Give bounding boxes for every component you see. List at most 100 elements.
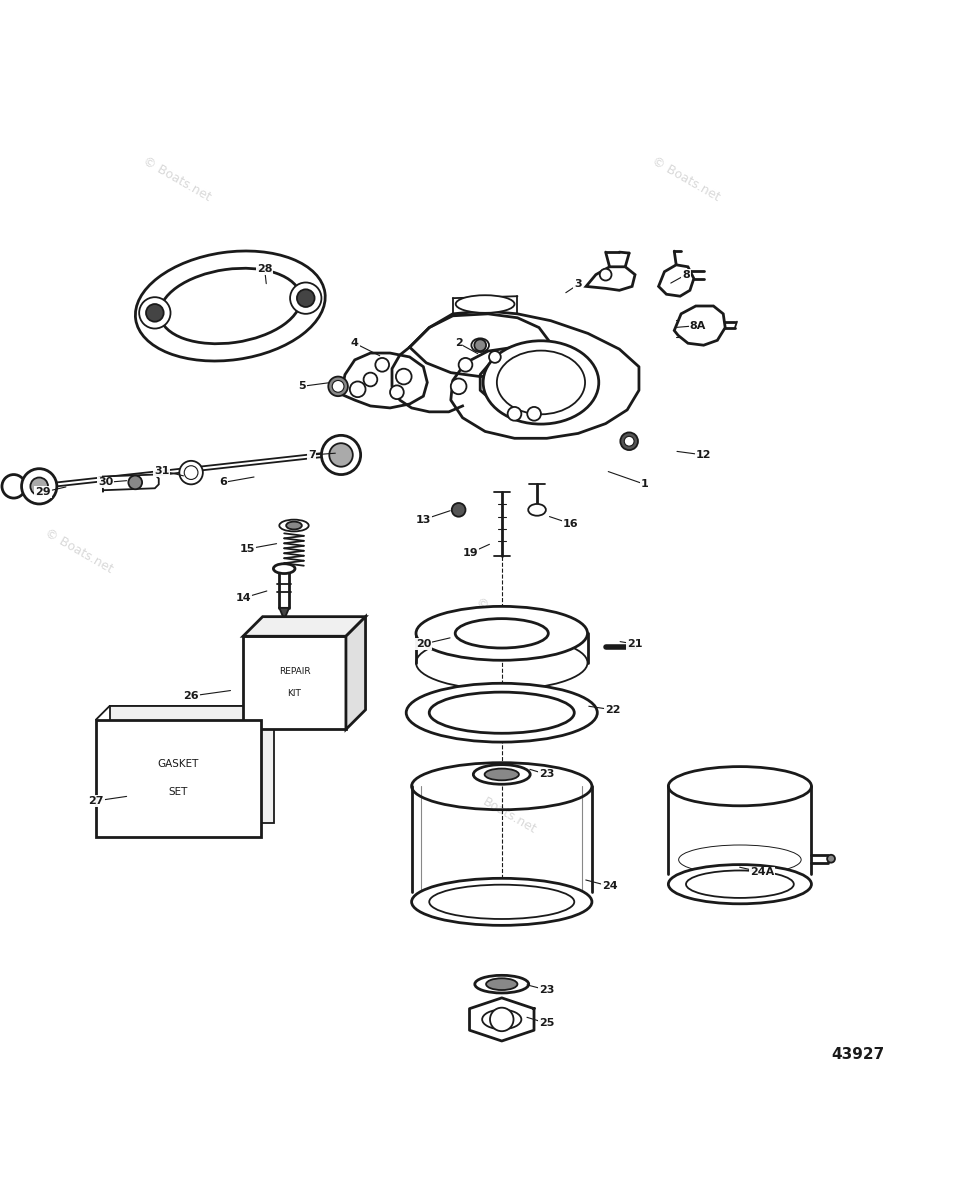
Circle shape [827, 854, 835, 863]
Ellipse shape [429, 692, 574, 733]
Polygon shape [586, 266, 635, 290]
Text: 14: 14 [235, 593, 251, 604]
Circle shape [2, 474, 25, 498]
Circle shape [22, 469, 57, 504]
Circle shape [321, 436, 361, 474]
Ellipse shape [455, 619, 549, 648]
Circle shape [396, 368, 412, 384]
Ellipse shape [273, 564, 295, 574]
Circle shape [600, 269, 612, 281]
Text: 31: 31 [154, 466, 170, 475]
Circle shape [490, 1008, 514, 1031]
Circle shape [364, 373, 377, 386]
Circle shape [508, 407, 521, 421]
Text: © Boats.net: © Boats.net [650, 154, 722, 203]
Text: GASKET: GASKET [158, 760, 199, 769]
Text: Boats.net: Boats.net [480, 796, 539, 836]
Text: 6: 6 [220, 478, 227, 487]
Ellipse shape [483, 341, 599, 424]
Ellipse shape [286, 522, 302, 529]
Ellipse shape [668, 864, 811, 904]
Text: 29: 29 [35, 487, 51, 497]
Text: 16: 16 [563, 518, 578, 528]
Polygon shape [103, 474, 159, 492]
Ellipse shape [429, 884, 574, 919]
Ellipse shape [474, 976, 529, 992]
Ellipse shape [473, 764, 530, 785]
Text: 23: 23 [539, 769, 555, 780]
Text: 23: 23 [539, 985, 555, 995]
Text: 25: 25 [539, 1019, 555, 1028]
Circle shape [30, 478, 48, 496]
Ellipse shape [456, 295, 514, 313]
Text: 7: 7 [308, 450, 316, 460]
Text: 22: 22 [605, 704, 620, 715]
Circle shape [390, 385, 404, 400]
Circle shape [375, 358, 389, 372]
Ellipse shape [160, 269, 301, 343]
Circle shape [297, 289, 315, 307]
Ellipse shape [412, 878, 592, 925]
Text: 8: 8 [682, 270, 690, 280]
Circle shape [620, 432, 638, 450]
Text: SET: SET [169, 787, 188, 798]
Text: 24A: 24A [751, 868, 774, 877]
Polygon shape [659, 265, 694, 296]
Bar [110, 706, 274, 823]
Ellipse shape [486, 978, 517, 990]
Bar [96, 720, 261, 838]
Text: 20: 20 [416, 640, 431, 649]
Text: 8A: 8A [690, 320, 706, 330]
Ellipse shape [528, 504, 546, 516]
Text: 15: 15 [239, 544, 255, 554]
Ellipse shape [416, 606, 587, 660]
Polygon shape [346, 617, 366, 730]
Text: KIT: KIT [287, 690, 302, 698]
Polygon shape [410, 314, 551, 377]
Polygon shape [243, 617, 366, 636]
Text: 3: 3 [574, 280, 582, 289]
Circle shape [139, 298, 171, 329]
Polygon shape [674, 306, 725, 346]
Text: 28: 28 [257, 264, 272, 274]
Text: 19: 19 [463, 548, 478, 558]
Text: 21: 21 [627, 640, 643, 649]
Text: 27: 27 [88, 796, 104, 806]
Polygon shape [279, 608, 289, 619]
Text: REPAIR: REPAIR [278, 667, 311, 676]
Polygon shape [341, 353, 427, 408]
Text: 13: 13 [416, 515, 431, 524]
Text: © Boats.net: © Boats.net [473, 595, 546, 644]
Ellipse shape [484, 768, 519, 780]
Text: 5: 5 [298, 382, 306, 391]
Text: © Boats.net: © Boats.net [42, 527, 115, 576]
Circle shape [527, 407, 541, 421]
Ellipse shape [497, 350, 585, 414]
Ellipse shape [482, 1009, 521, 1030]
Circle shape [146, 304, 164, 322]
Ellipse shape [406, 683, 597, 742]
Text: 30: 30 [98, 478, 114, 487]
Ellipse shape [471, 338, 489, 352]
Text: © Boats.net: © Boats.net [140, 154, 213, 203]
Circle shape [332, 380, 344, 392]
Text: 26: 26 [183, 691, 199, 701]
Text: 24: 24 [602, 881, 617, 892]
Circle shape [290, 282, 321, 314]
Ellipse shape [279, 520, 309, 532]
Text: 43927: 43927 [831, 1048, 884, 1062]
Circle shape [328, 377, 348, 396]
Circle shape [459, 358, 472, 372]
Circle shape [489, 352, 501, 362]
Circle shape [179, 461, 203, 485]
Ellipse shape [135, 251, 325, 361]
Text: 12: 12 [696, 450, 711, 460]
Text: 4: 4 [351, 338, 359, 348]
Circle shape [624, 437, 634, 446]
Circle shape [128, 475, 142, 490]
Text: 1: 1 [641, 479, 649, 490]
Circle shape [452, 503, 466, 517]
Text: 2: 2 [455, 338, 463, 348]
Circle shape [474, 340, 486, 352]
Bar [243, 636, 346, 730]
